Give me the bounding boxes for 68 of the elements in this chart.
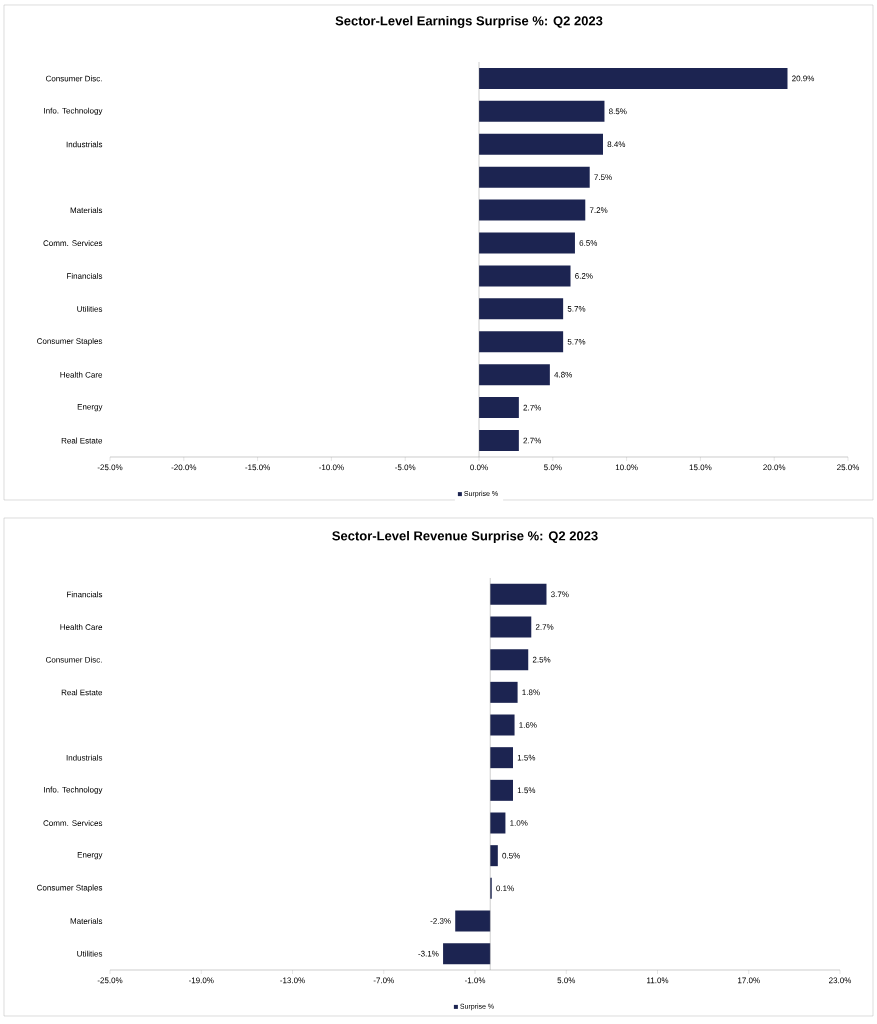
chart-title: Sector-Level Revenue Surprise %: Q2 2023: [332, 530, 598, 544]
x-tick-label: 5.0%: [544, 464, 562, 471]
x-tick-label: -10.0%: [319, 464, 344, 471]
y-tick-label: Real Estate: [61, 689, 103, 696]
data-label: 8.5%: [609, 108, 627, 115]
y-tick-label: Info. Technology: [44, 107, 103, 116]
x-tick-label: -19.0%: [188, 977, 214, 984]
x-tick-label: 11.0%: [647, 977, 669, 984]
data-label: 6.2%: [575, 273, 593, 279]
y-tick-label: Real Estate: [61, 437, 103, 444]
y-tick-label: Consumer Staples: [37, 338, 103, 346]
y-tick-label: Health Care: [60, 624, 103, 630]
y-tick-label: Materials: [70, 207, 103, 214]
y-tick-label: Consumer Staples: [37, 884, 103, 893]
y-tick-label: Energy: [77, 852, 103, 860]
data-label: -2.3%: [430, 918, 451, 924]
x-tick-label: 20.0%: [763, 464, 786, 471]
x-tick-label: -13.0%: [280, 977, 305, 984]
y-tick-label: Consumer Disc.: [45, 75, 102, 82]
data-label: 1.0%: [510, 820, 528, 826]
data-label: -3.1%: [418, 950, 439, 957]
y-tick-label: Health Care: [60, 371, 103, 378]
data-label: 1.5%: [517, 787, 536, 794]
data-label: 4.8%: [554, 371, 572, 378]
y-tick-label: Consumer Disc.: [45, 656, 102, 663]
x-tick-label: -15.0%: [245, 464, 270, 471]
data-label: 1.6%: [519, 722, 537, 728]
data-label: 7.2%: [589, 207, 608, 213]
y-tick-label: Utilities: [77, 305, 103, 312]
data-label: 0.5%: [502, 852, 520, 859]
data-label: 7.5%: [594, 174, 612, 181]
x-tick-label: 0.0%: [470, 464, 488, 471]
x-tick-label: -25.0%: [97, 464, 123, 471]
chart-title: Sector-Level Earnings Surprise %: Q2 2023: [335, 15, 603, 29]
y-tick-label: Comm. Services: [43, 820, 103, 826]
x-tick-label: 5.0%: [557, 977, 576, 984]
y-tick-label: Industrials: [66, 754, 103, 761]
x-tick-label: 10.0%: [615, 464, 638, 471]
data-label: 2.5%: [532, 656, 551, 663]
data-label: 1.8%: [522, 689, 540, 696]
x-tick-label: -20.0%: [171, 464, 197, 471]
data-label: 2.7%: [523, 404, 541, 411]
data-label: 0.1%: [496, 885, 514, 892]
y-tick-label: Energy: [77, 404, 103, 412]
y-tick-label: Financials: [67, 273, 103, 279]
y-tick-label: Comm. Services: [43, 240, 103, 246]
y-tick-label: Materials: [70, 918, 103, 924]
data-label: 6.5%: [579, 240, 598, 246]
data-label: 8.4%: [607, 141, 626, 148]
data-label: 2.7%: [523, 437, 541, 444]
x-tick-label: 17.0%: [738, 977, 760, 984]
x-tick-label: -1.0%: [464, 977, 486, 984]
y-tick-label: Financials: [67, 591, 103, 598]
x-tick-label: -5.0%: [395, 464, 416, 471]
data-label: 5.7%: [567, 338, 586, 345]
y-tick-label: Industrials: [66, 141, 103, 148]
data-label: 3.7%: [550, 591, 569, 598]
data-label: 5.7%: [567, 306, 586, 312]
x-tick-label: 23.0%: [829, 977, 852, 984]
data-label: 2.7%: [535, 624, 554, 630]
x-tick-label: -25.0%: [97, 977, 123, 984]
x-tick-label: -7.0%: [373, 977, 394, 984]
data-label: 1.5%: [517, 754, 536, 761]
x-tick-label: 15.0%: [689, 464, 712, 471]
x-tick-label: 25.0%: [837, 464, 860, 471]
data-label: 20.9%: [792, 75, 815, 82]
y-tick-label: Utilities: [77, 950, 103, 957]
y-tick-label: Info. Technology: [44, 786, 103, 795]
